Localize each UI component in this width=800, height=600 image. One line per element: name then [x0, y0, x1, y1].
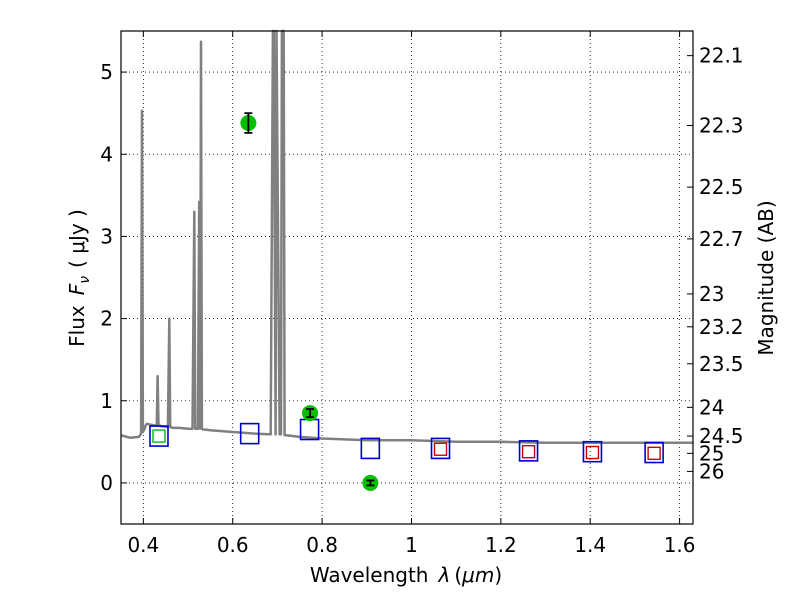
- x-tick-label: 0.6: [217, 533, 249, 557]
- y2-tick-label: 22.5: [699, 175, 744, 199]
- y2-tick-label: 25: [699, 441, 724, 465]
- y-axis-label: Flux Fν ( μJy ): [65, 209, 93, 347]
- y-tick-label: 3: [100, 224, 113, 248]
- x-tick-label: 1.4: [574, 533, 606, 557]
- y2-tick-label: 23: [699, 282, 724, 306]
- model-photometry-red-box: [585, 445, 600, 460]
- model-photometry-box: [518, 440, 539, 462]
- model-photometry-box: [430, 437, 451, 460]
- x-tick-label: 1.6: [664, 533, 696, 557]
- x-axis-label-unit: μm: [461, 563, 494, 587]
- y2-tick-label: 23.5: [699, 352, 744, 376]
- model-spectrum-line: [120, 29, 693, 444]
- y2-tick-label: 24.5: [699, 424, 744, 448]
- y-tick-label: 4: [100, 142, 113, 166]
- y-axis-label-symbol: F: [65, 283, 89, 295]
- model-photometry-box: [644, 441, 664, 464]
- series-layer: [120, 29, 693, 491]
- x-axis-label-symbol: λ: [437, 563, 450, 587]
- y-tick-label: 0: [100, 471, 113, 495]
- plot-frame: [120, 30, 694, 525]
- x-tick-label: 1.2: [485, 533, 517, 557]
- model-photometry-red-box: [433, 442, 448, 456]
- y2-tick-label: 22.3: [699, 113, 744, 137]
- model-photometry-green-box: [152, 429, 166, 443]
- y-axis-label-subscript: ν: [77, 276, 93, 284]
- x-tick-label: 1: [405, 533, 418, 557]
- y2-tick-label: 24: [699, 395, 724, 419]
- y-tick-label: 1: [100, 389, 113, 413]
- y2-tick-label: 26: [699, 459, 724, 483]
- model-photometry-box: [239, 422, 260, 445]
- model-photometry-box: [582, 440, 603, 463]
- model-photometry-red-box: [521, 444, 536, 459]
- tick-layer: 0.4 0.6 0.8 1 1.2 1.4 1.601234522.122.322.522.…: [100, 31, 744, 557]
- y2-axis-label: Magnitude (AB): [754, 200, 778, 355]
- y2-tick-label: 22.7: [699, 227, 744, 251]
- grid-lines: [121, 31, 693, 524]
- y-axis-label-unit: ( μJy ): [65, 209, 89, 268]
- model-photometry-box: [149, 425, 169, 447]
- x-axis-label-text: Wavelength: [310, 563, 429, 587]
- x-axis-label: Wavelength λ (μm): [310, 563, 502, 587]
- x-tick-label: 0.8: [306, 533, 338, 557]
- x-axis-label-paren-open: (: [454, 563, 462, 587]
- model-photometry-box: [360, 437, 381, 460]
- y-tick-label: 2: [100, 307, 113, 331]
- model-photometry-red-box: [647, 446, 661, 461]
- y-tick-label: 5: [100, 60, 113, 84]
- x-tick-label: 0.4: [127, 533, 159, 557]
- y2-tick-label: 23.2: [699, 315, 744, 339]
- x-axis-label-paren-close: ): [494, 563, 502, 587]
- y-axis-label-text: Flux: [65, 305, 89, 347]
- y2-tick-label: 22.1: [699, 44, 744, 68]
